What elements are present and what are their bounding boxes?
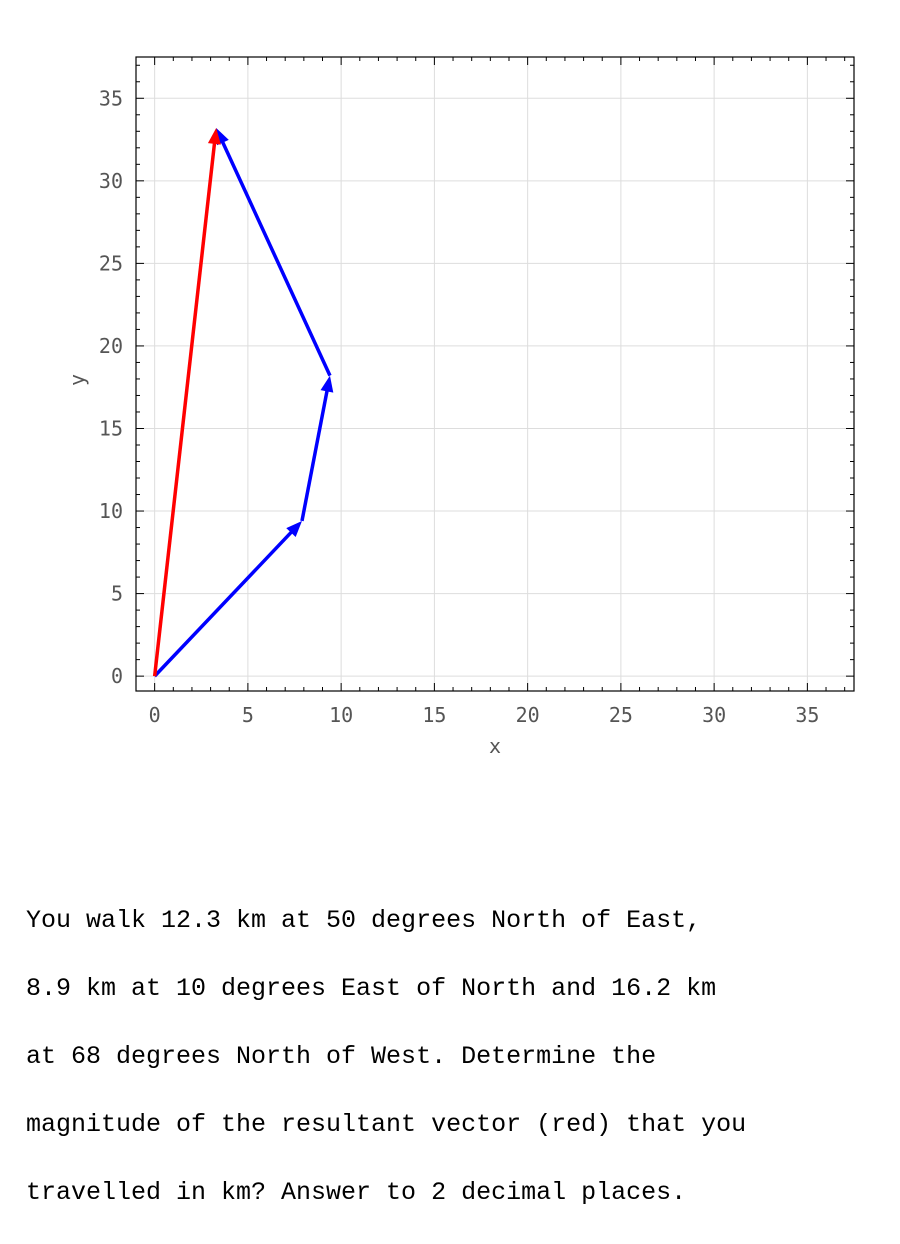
y-tick-label: 15 [99, 416, 123, 440]
vectors [152, 127, 334, 678]
y-tick-label: 0 [111, 664, 123, 688]
y-tick-label: 10 [99, 499, 123, 523]
displacement-vector [216, 127, 332, 377]
question-text: You walk 12.3 km at 50 degrees North of … [26, 870, 886, 1244]
x-tick-label: 25 [609, 703, 633, 727]
x-tick-label: 0 [149, 703, 161, 727]
displacement-vector-head [286, 520, 302, 538]
y-tick-label: 5 [111, 582, 123, 606]
question-line: at 68 degrees North of West. Determine t… [26, 1042, 657, 1071]
tick-labels: 0 5 10 15 20 25 30 35 0 5 10 15 20 25 30 35 [99, 86, 820, 727]
x-tick-label: 20 [516, 703, 540, 727]
question-line: You walk 12.3 km at 50 degrees North of … [26, 906, 702, 935]
x-tick-label: 5 [242, 703, 254, 727]
displacement-vector [300, 375, 334, 522]
x-axis-label: x [489, 734, 501, 758]
question-line: 8.9 km at 10 degrees East of North and 1… [26, 974, 717, 1003]
y-tick-label: 25 [99, 251, 123, 275]
major-ticks [136, 57, 854, 691]
x-tick-label: 30 [702, 703, 726, 727]
y-tick-label: 35 [99, 86, 123, 110]
plot-frame [135, 56, 855, 692]
x-tick-label: 15 [422, 703, 446, 727]
y-tick-label: 20 [99, 334, 123, 358]
displacement-vector-shaft [153, 529, 294, 678]
y-tick-label: 30 [99, 169, 123, 193]
y-axis-label: y [65, 374, 89, 386]
displacement-vector-shaft [220, 139, 332, 377]
question-line: magnitude of the resultant vector (red) … [26, 1110, 747, 1139]
vector-chart: 0 5 10 15 20 25 30 35 0 5 10 15 20 25 30 35 x y [65, 56, 855, 758]
x-tick-label: 10 [329, 703, 353, 727]
minor-ticks [135, 57, 854, 691]
resultant-vector [152, 127, 221, 677]
displacement-vector [153, 520, 302, 678]
x-tick-label: 35 [795, 703, 819, 727]
displacement-vector-head [320, 375, 334, 393]
resultant-vector-head [207, 127, 221, 145]
grid [136, 57, 854, 691]
resultant-vector-shaft [152, 141, 217, 677]
question-line: travelled in km? Answer to 2 decimal pla… [26, 1178, 687, 1207]
displacement-vector-shaft [300, 389, 330, 522]
